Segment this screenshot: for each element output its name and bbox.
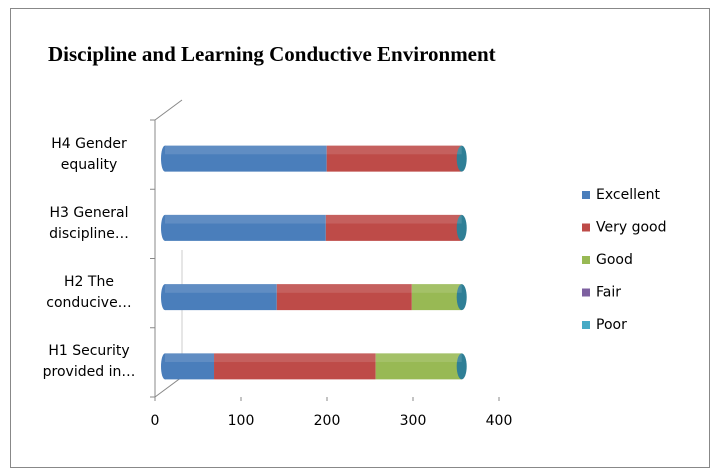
x-tick-label: 300 [400,413,427,429]
bar-segment [375,353,462,380]
bar-segment [411,284,462,311]
bar-cap [161,214,169,241]
legend-label: Good [596,252,633,268]
bar-shade [165,214,462,224]
legend-label: Fair [596,285,621,301]
x-tick-label: 400 [486,413,513,429]
bar-segment [214,353,376,380]
bar-shade [165,353,462,363]
legend-swatch [582,288,590,297]
bar-segment [165,145,327,172]
bar-cap [456,214,467,241]
page: {"chart_data": {"type": "bar", "stacked"… [10,8,710,468]
axis-depth [154,99,183,121]
axis-depth [154,376,183,398]
legend-swatch [582,256,590,264]
chart-title: Discipline and Learning Conductive Envir… [48,42,496,66]
chart: Discipline and Learning Conductive Envir… [48,42,667,429]
bar-segment [165,214,326,241]
legend-label: Excellent [596,187,660,203]
bar-segment [276,284,412,311]
bar-cap [456,284,467,311]
bar-cap [161,145,169,172]
legend-swatch [582,223,590,232]
legend-label: Poor [596,317,627,333]
x-tick-label: 0 [151,413,160,429]
bar-cap [456,353,467,380]
bar-cap [161,284,169,311]
y-tick-label: H2 The conducive… [46,274,132,312]
bar-cap [456,145,467,172]
x-tick-label: 200 [314,413,341,429]
y-tick-label: H3 General discipline… [49,204,129,242]
bar-shade [165,145,462,155]
legend-label: Very good [596,220,667,236]
bar-segment [165,284,277,311]
bar-segment [325,214,462,241]
bar-segment [165,353,215,380]
bar-cap [161,353,169,380]
x-tick-label: 100 [228,413,255,429]
y-tick-label: H1 Security provided in… [42,343,136,381]
y-tick-label: H4 Gender equality [51,135,127,173]
bar-shade [165,284,462,293]
legend-swatch [582,321,590,329]
legend-swatch [582,191,590,199]
bar-segment [326,145,462,172]
